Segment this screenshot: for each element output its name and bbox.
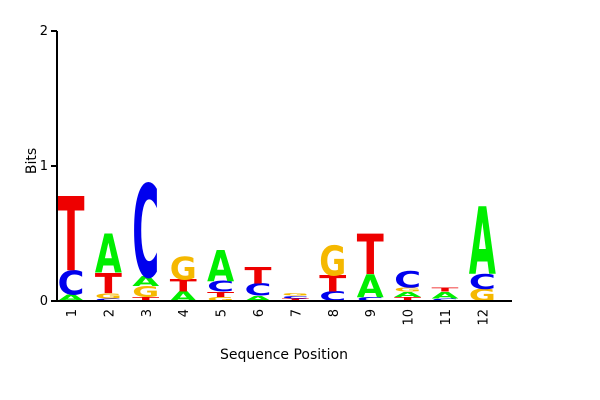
glyph-g: G xyxy=(170,250,197,287)
x-tick-label: 11 xyxy=(439,309,454,326)
y-axis-ticks: 0 1 2 xyxy=(40,24,57,309)
x-tick-label: 4 xyxy=(177,309,192,317)
glyph-c: C xyxy=(394,268,421,294)
glyph-a: A xyxy=(132,275,160,290)
glyph-a: A xyxy=(245,294,273,303)
glyph-c: C xyxy=(58,264,85,303)
y-axis-title: Bits xyxy=(24,148,40,174)
glyph-t: T xyxy=(394,296,422,302)
y-tick-label: 1 xyxy=(40,159,48,174)
glyph-t: T xyxy=(245,263,272,289)
glyph-g: G xyxy=(95,291,122,300)
glyph-a: A xyxy=(207,242,234,291)
x-tick-label: 10 xyxy=(402,309,417,326)
glyph-a: A xyxy=(95,223,122,286)
x-axis-title: Sequence Position xyxy=(220,347,348,363)
x-tick-label: 7 xyxy=(289,309,304,317)
glyph-c: C xyxy=(432,298,459,302)
glyph-c: C xyxy=(282,295,309,299)
glyph-t: T xyxy=(95,268,123,300)
glyph-a: A xyxy=(357,268,384,305)
glyph-t: T xyxy=(282,298,310,302)
glyph-t: T xyxy=(357,223,384,288)
glyph-g: G xyxy=(394,286,421,293)
glyph-t: T xyxy=(170,277,197,296)
glyph-c: C xyxy=(245,280,272,300)
glyph-a: A xyxy=(432,290,459,301)
glyph-t: T xyxy=(207,290,235,299)
glyph-g: G xyxy=(319,238,346,285)
x-tick-label: 3 xyxy=(140,309,155,317)
glyph-c: C xyxy=(95,298,122,302)
x-axis-ticks: 1 2 3 4 5 6 7 8 9 10 11 12 xyxy=(65,309,491,326)
x-tick-label: 6 xyxy=(252,309,267,317)
glyph-c: C xyxy=(469,270,496,294)
glyph-t: T xyxy=(58,176,85,295)
x-tick-label: 9 xyxy=(364,309,379,317)
x-tick-label: 5 xyxy=(215,309,230,317)
glyph-g: G xyxy=(207,296,234,303)
glyph-a: A xyxy=(58,293,85,304)
x-tick-label: 2 xyxy=(102,309,117,317)
glyph-g: G xyxy=(282,292,309,296)
glyph-t: T xyxy=(319,271,346,297)
glyph-c: C xyxy=(357,296,384,302)
glyph-t: T xyxy=(432,286,460,292)
glyph-c: C xyxy=(132,160,159,308)
y-tick-label: 0 xyxy=(40,294,48,309)
glyph-c: C xyxy=(207,278,234,295)
glyph-a: A xyxy=(394,290,422,299)
glyph-a: A xyxy=(469,189,496,296)
x-tick-label: 1 xyxy=(65,309,80,317)
y-tick-label: 2 xyxy=(40,24,48,39)
x-tick-label: 8 xyxy=(327,309,342,317)
glyph-g: G xyxy=(132,284,159,301)
glyph-t: T xyxy=(132,296,160,302)
x-tick-label: 12 xyxy=(476,309,491,326)
